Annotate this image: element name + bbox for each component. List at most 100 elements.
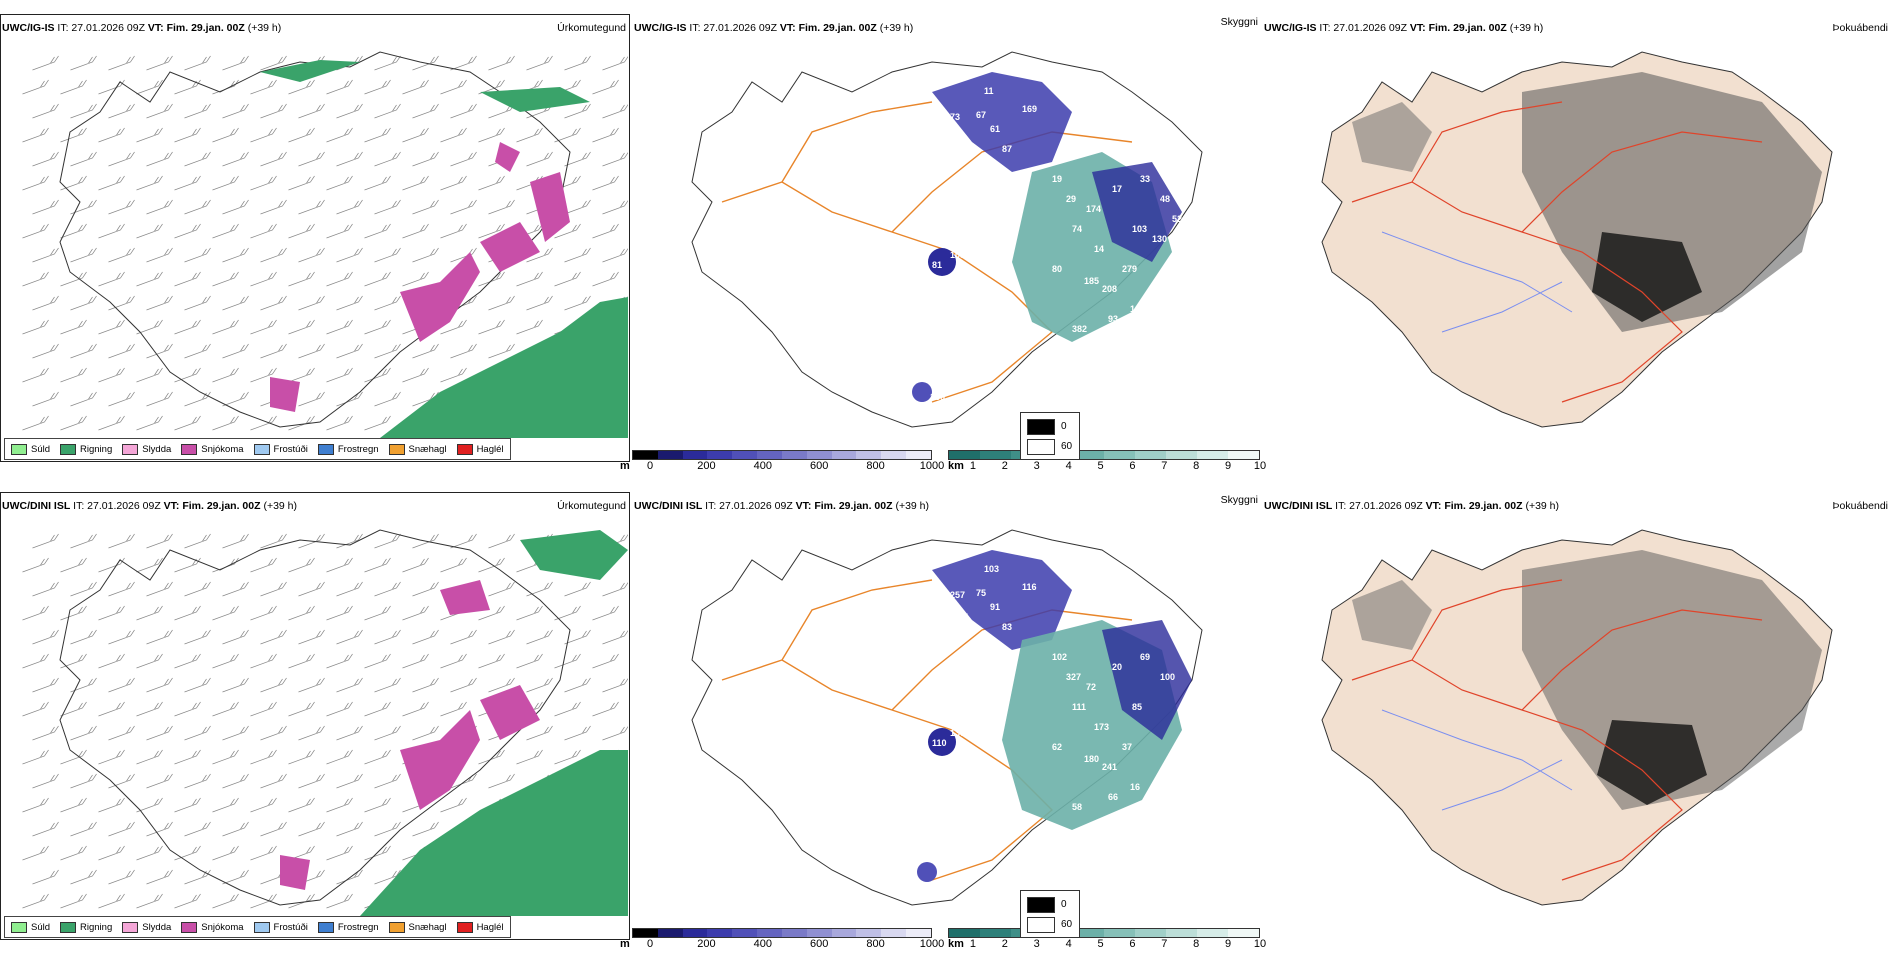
legend-label: Snjókoma [201,443,244,455]
model-name: UWC/DINI ISL [634,500,703,512]
legend-item: Frostúði [253,921,308,933]
fog-key: 0 60 [1020,412,1080,460]
colorbar-swatch [906,451,931,459]
legend-swatch [122,921,139,933]
colorbar-tick-label: 200 [697,938,716,950]
panel-header: UWC/IG-IS IT: 27.01.2026 09Z VT: Fim. 29… [634,22,913,34]
colorbar-tick-label: 0 [646,460,654,472]
rain-area [260,60,360,82]
legend-label: Snæhagl [408,443,447,455]
colorbar-swatch [633,929,658,937]
visibility-value: 81 [932,260,942,270]
fog-key-label: 0 [1061,421,1067,432]
legend-item: Slydda [122,921,171,933]
fog-shading [1352,580,1432,650]
colorbar-swatches [632,450,932,460]
visibility-value: 241 [1102,762,1117,772]
legend-item: Haglél [456,443,504,455]
legend-swatch [317,921,334,933]
visibility-value: 67 [976,110,986,120]
legend-swatch [122,443,139,455]
visibility-value: 327 [1066,672,1081,682]
rain-area [520,530,628,580]
visibility-value: 166 [930,392,945,402]
model-name: UWC/IG-IS [634,22,687,34]
range-colorbar: 1 2 3 4 5 6 7 8 9 10 km [948,928,1266,950]
road-network [721,101,1133,403]
legend-swatch [317,443,334,455]
colorbar-tick-label: 400 [753,460,772,472]
legend-label: Snjókoma [201,921,244,933]
legend-label: Haglél [476,443,504,455]
legend-swatch [456,921,473,933]
visibility-value: 85 [1132,702,1142,712]
rain-area [360,750,628,916]
colorbar-unit: m [620,460,630,472]
visibility-value: 279 [1122,264,1137,274]
visibility-value: 47 [958,612,968,622]
colorbar-tick-label: 6 [1129,460,1136,472]
visibility-value: 103 [984,564,999,574]
legend-label: Frostregn [337,921,379,933]
visibility-value: 87 [1002,144,1012,154]
colorbar-swatch [1197,451,1228,459]
visibility-value: 180 [1084,754,1099,764]
colorbar-swatches [948,928,1260,938]
colorbar-swatch [657,451,683,459]
colorbar-tick-label: 2 [1001,460,1008,472]
road-network [721,579,1133,881]
model-name: UWC/IG-IS [2,22,55,34]
precip-type-panel: UWC/DINI ISL IT: 27.01.2026 09Z VT: Fim.… [0,492,630,957]
height-colorbar: 0 200 400 600 800 1000 m [620,928,944,950]
colorbar-swatch [682,451,708,459]
colorbar-tick-label: 800 [866,460,885,472]
visibility-value: 185 [1084,276,1099,286]
model-name: UWC/IG-IS [1264,22,1317,34]
legend-swatch [388,443,405,455]
visibility-panel: UWC/DINI ISL IT: 27.01.2026 09Z VT: Fim.… [620,492,1266,957]
low-visibility-area [932,72,1072,172]
visibility-value: 17 [1112,184,1122,194]
snow-area [440,580,490,615]
valid-time: VT: Fim. 29.jan. 00Z [1409,22,1507,34]
visibility-value: 29 [1066,194,1076,204]
visibility-value: 174 [1086,204,1101,214]
visibility-value: 74 [1072,224,1082,234]
fog-shading [1592,232,1702,322]
colorbar-tick-label: 10 [1253,938,1267,950]
colorbar-swatch [781,929,807,937]
colorbar-swatch [831,451,857,459]
colorbar-tick-label: 4 [1065,938,1072,950]
legend-label: Súld [31,443,51,455]
colorbar-swatch [707,451,733,459]
snow-area [400,710,480,810]
fog-key-swatch-light [1027,439,1055,455]
visibility-value: 111 [1072,702,1086,712]
colorbar-tick-label: 6 [1129,938,1136,950]
visibility-value: 75 [976,588,986,598]
fog-map [1321,51,1833,428]
colorbar-swatch [682,929,708,937]
visibility-value: 14 [1094,244,1104,254]
legend-item: Snæhagl [388,921,447,933]
visibility-value: 208 [1102,284,1117,294]
legend-swatch [11,921,27,933]
visibility-value: 62 [1052,742,1062,752]
map-frame [0,14,630,462]
visibility-panel: UWC/IG-IS IT: 27.01.2026 09Z VT: Fim. 29… [620,14,1266,479]
fog-key-swatch-dark [1027,419,1055,435]
colorbar-swatch [1135,929,1166,937]
legend-item: Rigning [60,443,112,455]
valid-time: VT: Fim. 29.jan. 00Z [1425,500,1523,512]
legend-label: Slydda [142,443,172,455]
colorbar-unit: km [948,938,964,950]
fog-key-label: 60 [1061,441,1073,452]
colorbar-tick-label: 7 [1161,460,1168,472]
fog-shading [1352,102,1432,172]
colorbar-ticks: 0 200 400 600 800 1000 [632,460,944,472]
visibility-value: 19 [1052,174,1062,184]
lead-time: (+39 h) [892,500,930,512]
init-time: IT: 27.01.2026 09Z [54,22,148,34]
visibility-value: 116 [1022,582,1037,592]
snow-area [480,685,540,740]
